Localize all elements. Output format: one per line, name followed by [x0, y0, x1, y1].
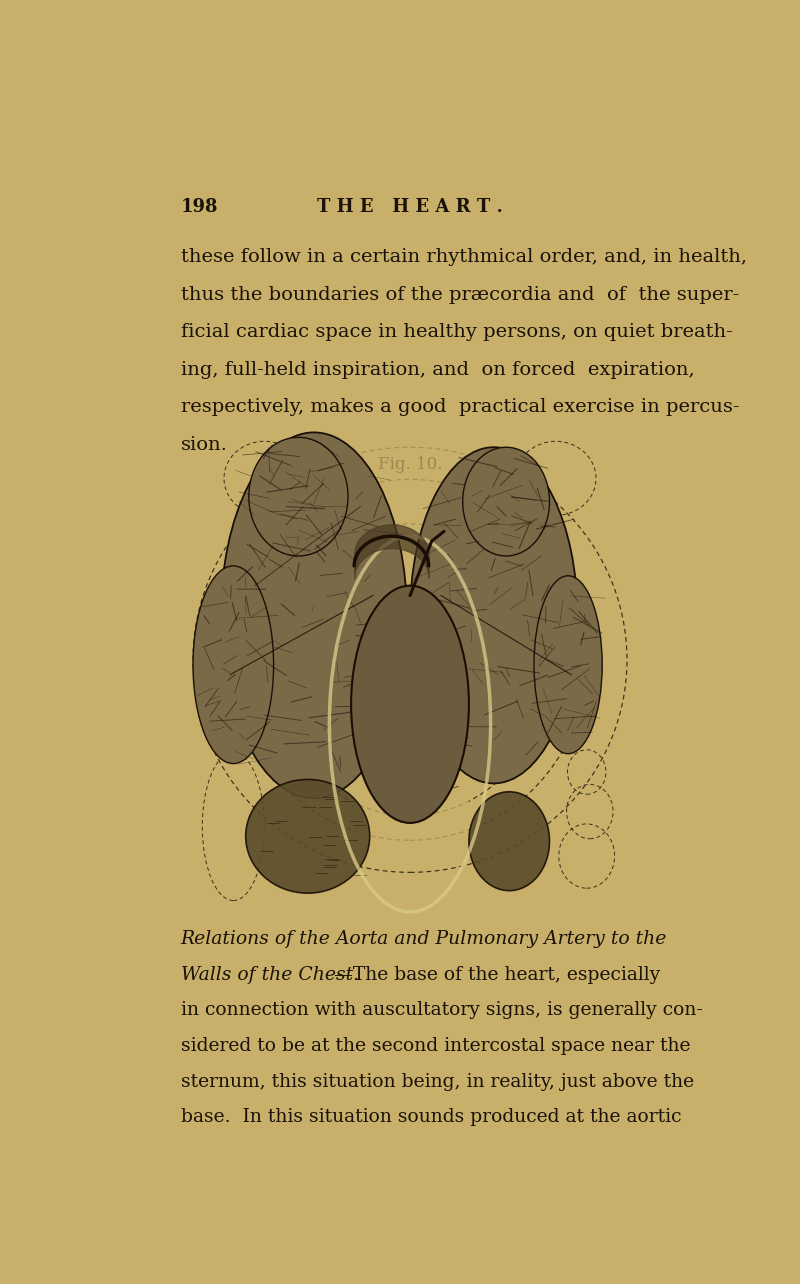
Ellipse shape	[221, 433, 407, 799]
Text: these follow in a certain rhythmical order, and, in health,: these follow in a certain rhythmical ord…	[181, 248, 746, 266]
Ellipse shape	[462, 447, 550, 556]
Text: ing, full-held inspiration, and  on forced  expiration,: ing, full-held inspiration, and on force…	[181, 361, 694, 379]
Text: thus the boundaries of the præcordia and  of  the super-: thus the boundaries of the præcordia and…	[181, 285, 739, 303]
Text: ficial cardiac space in healthy persons, on quiet breath-: ficial cardiac space in healthy persons,…	[181, 324, 732, 342]
Ellipse shape	[410, 447, 578, 783]
Ellipse shape	[193, 566, 274, 764]
Ellipse shape	[534, 575, 602, 754]
Ellipse shape	[246, 779, 370, 894]
Ellipse shape	[249, 438, 348, 556]
Text: —The base of the heart, especially: —The base of the heart, especially	[334, 966, 661, 984]
Text: 198: 198	[181, 198, 218, 216]
Text: respectively, makes a good  practical exercise in percus-: respectively, makes a good practical exe…	[181, 398, 739, 416]
Text: sidered to be at the second intercostal space near the: sidered to be at the second intercostal …	[181, 1037, 690, 1055]
Text: Fig. 10.: Fig. 10.	[378, 456, 442, 473]
FancyBboxPatch shape	[351, 440, 469, 865]
Ellipse shape	[351, 586, 469, 823]
Text: Walls of the Chest.: Walls of the Chest.	[181, 966, 358, 984]
Text: base.  In this situation sounds produced at the aortic: base. In this situation sounds produced …	[181, 1108, 681, 1126]
Text: in connection with auscultatory signs, is generally con-: in connection with auscultatory signs, i…	[181, 1002, 702, 1019]
Ellipse shape	[469, 792, 550, 891]
Text: Relations of the Aorta and Pulmonary Artery to the: Relations of the Aorta and Pulmonary Art…	[181, 930, 667, 948]
Text: sion.: sion.	[181, 435, 227, 453]
Text: sternum, this situation being, in reality, just above the: sternum, this situation being, in realit…	[181, 1072, 694, 1090]
Text: T H E   H E A R T .: T H E H E A R T .	[317, 198, 503, 216]
